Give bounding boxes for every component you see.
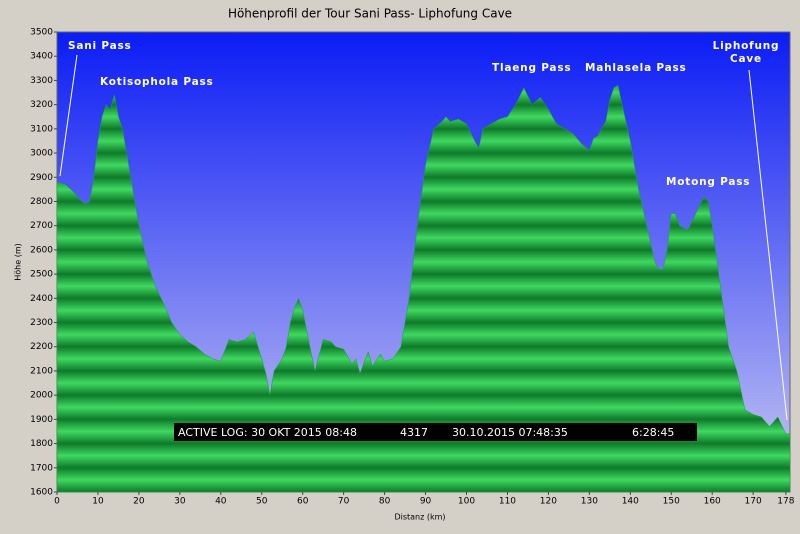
x-axis-label: Distanz (km): [394, 513, 445, 522]
y-tick-label: 2700: [30, 221, 53, 231]
y-tick-label: 2600: [30, 245, 53, 255]
annotation: Tlaeng Pass: [492, 62, 571, 74]
x-tick-label: 80: [379, 497, 391, 507]
pointer: [59, 54, 78, 177]
y-tick-label: 3400: [30, 52, 53, 62]
y-tick-label: 2800: [30, 197, 53, 207]
x-tick-label: 0: [54, 497, 60, 507]
y-tick-label: 2900: [30, 173, 53, 183]
annotation: Mahlasela Pass: [585, 62, 687, 74]
info-text: 6:28:45: [632, 426, 674, 439]
y-tick-label: 3500: [30, 28, 53, 38]
x-tick-label: 10: [92, 497, 104, 507]
x-tick-label: 50: [256, 497, 268, 507]
y-tick-label: 3300: [30, 76, 53, 86]
y-tick-label: 3200: [30, 100, 53, 110]
y-tick-label: 1700: [30, 463, 53, 473]
x-tick-label: 178: [777, 497, 794, 507]
x-tick-label: 60: [297, 497, 309, 507]
y-tick-label: 1600: [30, 488, 53, 498]
x-tick-label: 150: [663, 497, 680, 507]
y-tick-label: 3100: [30, 124, 53, 134]
x-tick-label: 40: [215, 497, 227, 507]
y-tick-label: 1800: [30, 439, 53, 449]
pointer: [748, 69, 788, 421]
annotation: Sani Pass: [68, 40, 132, 52]
y-tick-label: 2500: [30, 270, 53, 280]
x-tick-label: 110: [499, 497, 516, 507]
x-tick-label: 70: [338, 497, 350, 507]
x-tick-label: 140: [622, 497, 639, 507]
annotation: Motong Pass: [666, 176, 750, 188]
y-tick-label: 2100: [30, 366, 53, 376]
y-tick-label: 3000: [30, 149, 53, 159]
x-tick-label: 160: [704, 497, 721, 507]
y-tick-label: 1900: [30, 415, 53, 425]
x-tick-label: 170: [745, 497, 762, 507]
info-bar: [174, 423, 697, 441]
y-axis-label: Höhe (m): [14, 243, 23, 280]
annotation: Liphofung: [713, 40, 780, 52]
x-tick-label: 20: [133, 497, 145, 507]
x-tick-label: 100: [458, 497, 475, 507]
x-tick-label: 120: [540, 497, 557, 507]
y-tick-label: 2400: [30, 294, 53, 304]
chart-title: Höhenprofil der Tour Sani Pass- Liphofun…: [228, 7, 512, 21]
x-tick-label: 130: [581, 497, 598, 507]
annotation: Cave: [730, 53, 762, 65]
info-text: 30.10.2015 07:48:35: [452, 426, 568, 439]
annotation: Kotisophola Pass: [100, 76, 214, 88]
x-tick-label: 90: [420, 497, 432, 507]
y-tick-label: 2300: [30, 318, 53, 328]
elevation-area: [56, 84, 791, 493]
info-text: 4317: [400, 426, 428, 439]
x-tick-label: 30: [174, 497, 186, 507]
y-tick-label: 2000: [30, 391, 53, 401]
y-tick-label: 2200: [30, 342, 53, 352]
info-text: ACTIVE LOG: 30 OKT 2015 08:48: [178, 426, 357, 439]
